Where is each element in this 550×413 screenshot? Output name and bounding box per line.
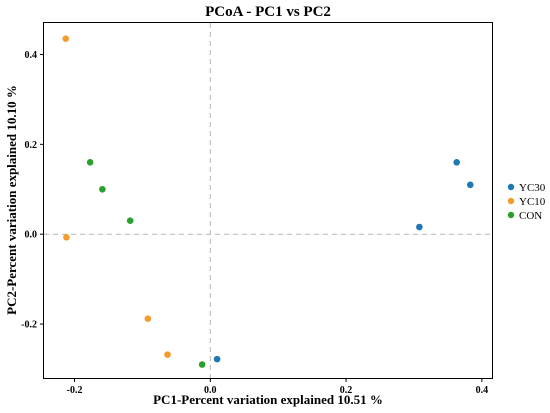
x-tick-label: 0.2 — [340, 385, 353, 396]
legend-marker-yc10 — [507, 197, 515, 205]
legend-label-con: CON — [519, 210, 542, 222]
legend-label-yc10: YC10 — [519, 196, 546, 208]
x-axis-ticks: -0.2 0.0 0.2 0.4 — [67, 378, 488, 396]
point-yc30 — [466, 181, 474, 189]
y-axis-ticks: -0.2 0.0 0.2 0.4 — [21, 50, 44, 331]
x-axis-label: PC1-Percent variation explained 10.51 % — [153, 392, 383, 407]
point-yc10 — [62, 35, 70, 43]
y-tick-label: 0.2 — [25, 140, 38, 151]
chart-title: PCoA - PC1 vs PC2 — [205, 4, 331, 20]
legend-marker-yc30 — [507, 183, 515, 191]
data-points — [62, 35, 474, 368]
point-yc10 — [63, 234, 70, 241]
legend: YC30 YC10 CON — [507, 182, 546, 222]
y-axis-label: PC2-Percent variation explained 10.10 % — [4, 85, 19, 315]
legend-label-yc30: YC30 — [519, 182, 546, 194]
point-yc30 — [213, 355, 221, 363]
y-tick-label: 0.4 — [25, 50, 38, 61]
x-tick-label: -0.2 — [67, 385, 83, 396]
point-con — [126, 217, 134, 225]
y-tick-label: 0.0 — [25, 230, 38, 241]
y-tick-label: -0.2 — [21, 320, 37, 331]
point-con — [99, 185, 106, 193]
point-yc10 — [164, 351, 171, 358]
reference-lines — [44, 23, 492, 378]
legend-marker-con — [507, 211, 515, 219]
point-yc30 — [416, 223, 423, 231]
point-yc30 — [453, 159, 461, 166]
point-con — [86, 159, 94, 166]
x-tick-label: 0.0 — [204, 385, 217, 396]
plot-frame — [43, 22, 493, 379]
point-con — [198, 361, 206, 368]
x-tick-label: 0.4 — [476, 385, 489, 396]
point-yc10 — [144, 315, 152, 322]
